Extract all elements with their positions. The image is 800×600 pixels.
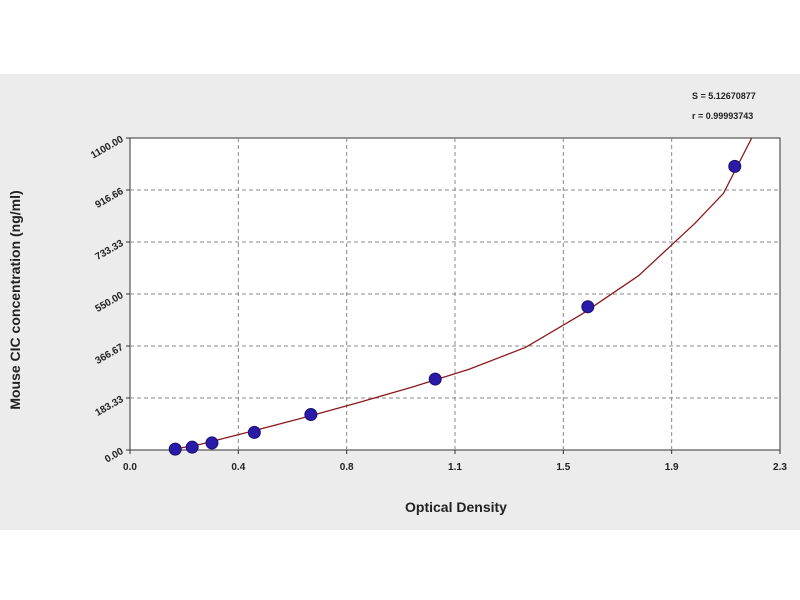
x-tick-label: 0.0 — [123, 462, 137, 473]
data-point — [304, 408, 318, 422]
y-tick-label: 366.67 — [94, 342, 126, 367]
y-tick-label: 916.66 — [94, 186, 126, 211]
data-point — [185, 440, 199, 454]
fit-s-value: S = 5.12670877 — [692, 91, 756, 101]
y-axis-title: Mouse CIC concentration (ng/ml) — [7, 190, 23, 409]
data-point — [428, 372, 442, 386]
x-tick-label: 1.9 — [665, 462, 679, 473]
data-point — [581, 300, 595, 314]
fitted-curve-line — [169, 137, 753, 451]
x-tick-label: 1.1 — [448, 462, 462, 473]
y-tick-labels: 0.00183.33366.67550.00733.33916.661100.0… — [89, 134, 130, 465]
x-axis-title: Optical Density — [405, 499, 507, 515]
fit-r-value: r = 0.99993743 — [692, 111, 753, 121]
x-tick-labels: 0.0 0.4 0.8 1.1 1.5 1.9 2.3 — [123, 450, 787, 473]
y-tick-label: 1100.00 — [89, 134, 126, 162]
x-tick-label: 0.4 — [231, 462, 245, 473]
data-point — [728, 159, 742, 173]
data-points-layer — [168, 159, 742, 456]
x-tick-label: 0.8 — [340, 462, 354, 473]
y-tick-label: 183.33 — [94, 394, 126, 419]
x-tick-label: 1.5 — [556, 462, 570, 473]
grid-lines — [130, 138, 780, 450]
fitted-curve-layer — [169, 137, 753, 451]
y-tick-label: 733.33 — [94, 238, 126, 263]
y-tick-label: 550.00 — [94, 290, 126, 315]
data-point — [247, 425, 261, 439]
data-point — [168, 442, 182, 456]
data-point — [205, 436, 219, 450]
x-tick-label: 2.3 — [773, 462, 787, 473]
